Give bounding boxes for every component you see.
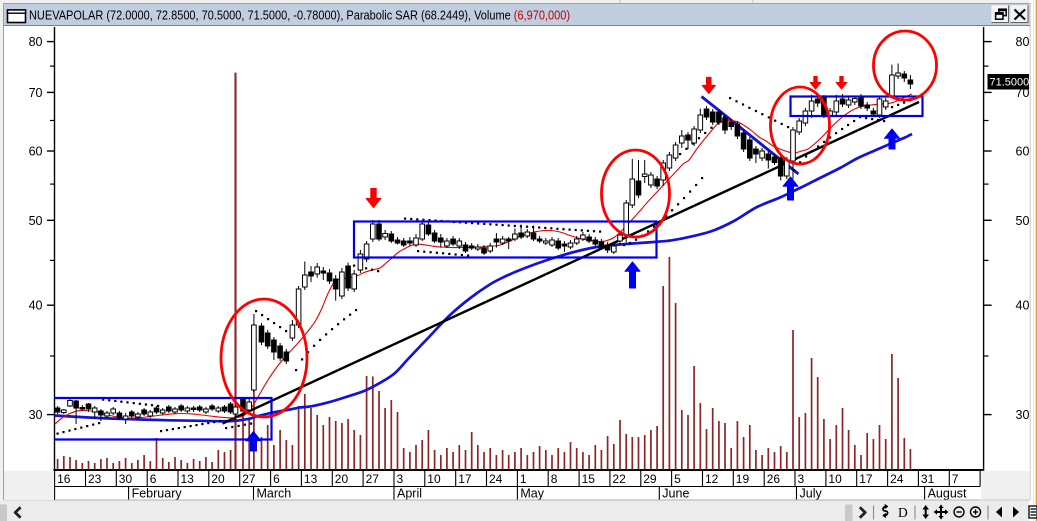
svg-text:17: 17: [458, 472, 472, 486]
svg-text:71.5000: 71.5000: [990, 77, 1030, 89]
svg-text:27: 27: [242, 472, 256, 486]
svg-text:50: 50: [29, 214, 43, 228]
svg-text:12: 12: [705, 472, 719, 486]
svg-text:1: 1: [520, 472, 527, 486]
svg-text:22: 22: [612, 472, 626, 486]
svg-text:20: 20: [335, 472, 349, 486]
svg-text:30: 30: [29, 408, 43, 422]
svg-text:June: June: [662, 487, 689, 501]
svg-text:7: 7: [952, 472, 959, 486]
svg-text:13: 13: [181, 472, 195, 486]
svg-text:10: 10: [828, 472, 842, 486]
svg-text:April: April: [397, 487, 422, 501]
svg-text:20: 20: [211, 472, 225, 486]
svg-text:NUEVAPOLAR (72.0000, 72.8500,: NUEVAPOLAR (72.0000, 72.8500, 70.5000, 7…: [29, 8, 570, 23]
svg-text:31: 31: [921, 472, 935, 486]
svg-text:D: D: [898, 505, 908, 520]
svg-text:March: March: [257, 487, 292, 501]
svg-text:6: 6: [273, 472, 280, 486]
svg-text:24: 24: [890, 472, 904, 486]
svg-text:24: 24: [489, 472, 503, 486]
svg-text:15: 15: [582, 472, 596, 486]
svg-text:February: February: [132, 487, 183, 501]
svg-text:40: 40: [29, 299, 43, 313]
svg-text:6: 6: [150, 472, 157, 486]
svg-text:50: 50: [1016, 214, 1030, 228]
svg-text:30: 30: [119, 472, 133, 486]
svg-text:May: May: [520, 487, 544, 501]
svg-text:26: 26: [767, 472, 781, 486]
svg-text:8: 8: [551, 472, 558, 486]
svg-text:17: 17: [859, 472, 873, 486]
svg-text:60: 60: [1016, 145, 1030, 159]
svg-text:13: 13: [304, 472, 318, 486]
svg-text:5: 5: [674, 472, 681, 486]
svg-text:70: 70: [29, 86, 43, 100]
svg-text:3: 3: [798, 472, 805, 486]
svg-text:60: 60: [29, 145, 43, 159]
svg-text:30: 30: [1016, 408, 1030, 422]
svg-text:23: 23: [88, 472, 102, 486]
svg-text:40: 40: [1016, 299, 1030, 313]
svg-text:16: 16: [57, 472, 71, 486]
svg-text:3: 3: [397, 472, 404, 486]
svg-text:August: August: [928, 487, 967, 501]
svg-text:10: 10: [427, 472, 441, 486]
svg-text:80: 80: [1016, 35, 1030, 49]
svg-text:19: 19: [736, 472, 750, 486]
svg-text:27: 27: [366, 472, 380, 486]
svg-text:July: July: [800, 487, 823, 501]
svg-text:80: 80: [29, 35, 43, 49]
svg-text:29: 29: [643, 472, 657, 486]
